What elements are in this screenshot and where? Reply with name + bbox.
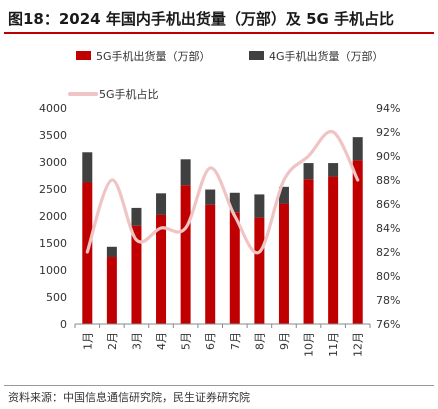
bar-4g xyxy=(205,189,216,205)
bar-5g xyxy=(229,212,240,324)
y-tick-label: 3500 xyxy=(39,129,67,142)
bar-5g xyxy=(352,160,363,324)
bar-4g xyxy=(303,163,314,180)
y-tick-label: 1000 xyxy=(39,264,67,277)
share-line xyxy=(85,129,360,255)
bar-4g xyxy=(254,194,265,218)
bar-5g xyxy=(131,225,142,324)
y-tick-label: 3000 xyxy=(39,156,67,169)
y-tick-label: 2000 xyxy=(39,210,67,223)
figure-title: 图18：2024 年国内手机出货量（万部）及 5G 手机占比 xyxy=(8,10,395,28)
bar-5g xyxy=(156,214,167,324)
x-tick-label: 12月 xyxy=(352,332,365,357)
y2-tick-label: 88% xyxy=(376,174,400,187)
bar-4g xyxy=(278,186,289,204)
legend-swatch-5g xyxy=(76,51,91,60)
bar-4g xyxy=(180,159,191,186)
bar-4g xyxy=(106,246,117,258)
x-tick-label: 11月 xyxy=(327,332,340,357)
x-tick-label: 7月 xyxy=(229,332,242,350)
y2-tick-label: 82% xyxy=(376,246,400,259)
x-tick-label: 6月 xyxy=(204,332,217,350)
y-tick-label: 4000 xyxy=(39,102,67,115)
legend-label-5g: 5G手机出货量（万部） xyxy=(96,49,211,63)
y-tick-label: 0 xyxy=(60,318,67,331)
y-tick-label: 500 xyxy=(46,291,67,304)
title-rule xyxy=(4,32,434,34)
y2-tick-label: 94% xyxy=(376,102,400,115)
legend-label-share: 5G手机占比 xyxy=(99,87,159,101)
x-tick-label: 4月 xyxy=(155,332,168,350)
y-tick-label: 1500 xyxy=(39,237,67,250)
bar-5g xyxy=(205,204,216,324)
bar-4g xyxy=(131,207,142,226)
legend-label-4g: 4G手机出货量（万部） xyxy=(269,49,384,63)
legend-swatch-4g xyxy=(249,51,264,60)
y2-tick-label: 76% xyxy=(376,318,400,331)
source-rule xyxy=(4,385,434,386)
bar-5g xyxy=(328,176,339,324)
x-tick-label: 9月 xyxy=(278,332,291,350)
bar-4g xyxy=(229,192,240,213)
x-tick-label: 8月 xyxy=(253,332,266,350)
x-tick-label: 10月 xyxy=(303,332,316,357)
x-tick-label: 5月 xyxy=(180,332,193,350)
y2-tick-label: 84% xyxy=(376,222,400,235)
bar-4g xyxy=(328,163,339,177)
y2-tick-label: 78% xyxy=(376,294,400,307)
y2-tick-label: 90% xyxy=(376,150,400,163)
bar-5g xyxy=(106,257,117,324)
chart-canvas: 5G手机出货量（万部） 4G手机出货量（万部） 5G手机占比 0 500 1000 1500… xyxy=(39,49,400,357)
x-tick-label: 2月 xyxy=(106,332,119,350)
bar-5g xyxy=(180,185,191,324)
bar-5g xyxy=(303,179,314,324)
bar-4g xyxy=(352,137,363,161)
y2-tick-label: 92% xyxy=(376,126,400,139)
bar-4g xyxy=(82,152,93,183)
bar-5g xyxy=(254,217,265,324)
x-tick-label: 3月 xyxy=(130,332,143,350)
y2-tick-label: 80% xyxy=(376,270,400,283)
y-tick-label: 2500 xyxy=(39,183,67,196)
bar-5g xyxy=(278,203,289,324)
x-tick-label: 1月 xyxy=(81,332,94,350)
bar-4g xyxy=(156,193,167,215)
source-note: 资料来源：中国信息通信研究院，民生证券研究院 xyxy=(8,391,250,404)
y2-tick-label: 86% xyxy=(376,198,400,211)
